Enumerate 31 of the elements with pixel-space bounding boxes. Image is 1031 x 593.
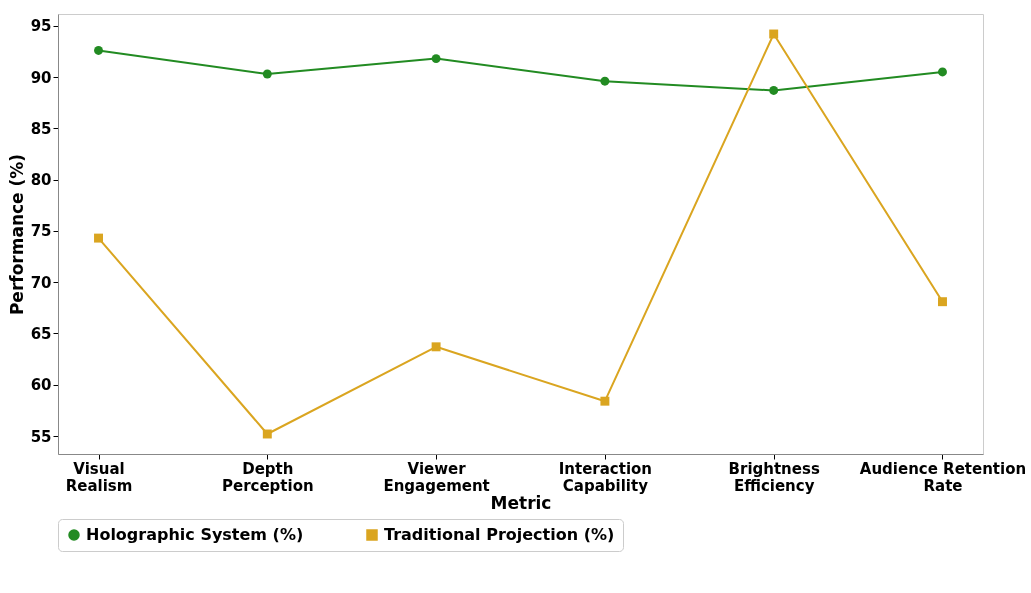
y-tick-label: 60	[30, 376, 52, 395]
y-tick-label: 70	[30, 273, 52, 292]
legend-label: Traditional Projection (%)	[384, 525, 615, 544]
point	[769, 29, 779, 39]
y-axis-title: Performance (%)	[6, 153, 27, 316]
point	[262, 69, 272, 79]
y-tick-label: 85	[30, 119, 52, 138]
point	[600, 76, 610, 86]
y-tick-label: 75	[30, 222, 52, 241]
point	[431, 342, 441, 352]
x-tick-label: Brightness Efficiency	[728, 459, 820, 495]
y-tick-label: 55	[30, 427, 52, 446]
legend-label: Holographic System (%)	[86, 525, 304, 544]
y-tick-label: 80	[30, 171, 52, 190]
y-tick-label: 90	[30, 68, 52, 87]
x-axis-title: Metric	[490, 492, 552, 513]
point	[94, 233, 103, 243]
point	[938, 297, 947, 307]
x-tick-label: Audience Retention Rate	[859, 459, 1027, 495]
point	[769, 85, 779, 95]
point	[938, 67, 947, 77]
point	[262, 429, 272, 439]
point	[94, 45, 103, 55]
x-tick-label: Interaction Capability	[558, 459, 653, 495]
point	[600, 396, 610, 406]
x-tick-label: Viewer Engagement	[383, 459, 490, 495]
y-tick-label: 65	[30, 324, 52, 343]
point	[431, 54, 441, 64]
x-tick-label: Depth Perception	[221, 459, 314, 495]
y-tick-label: 95	[30, 17, 52, 36]
x-tick-label: Visual Realism	[65, 459, 133, 495]
